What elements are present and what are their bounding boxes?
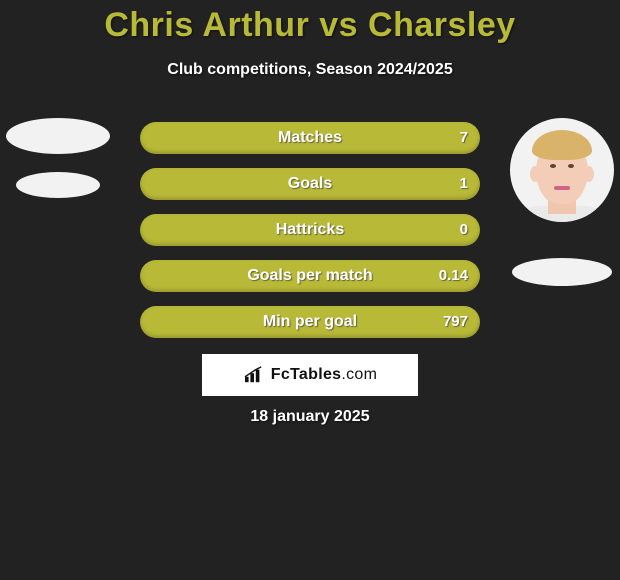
stat-row-goals: Goals 1 (140, 168, 480, 200)
stat-right-value: 797 (443, 306, 468, 338)
stat-right-value: 7 (460, 122, 468, 154)
stat-label: Goals (140, 168, 480, 200)
stat-right-value: 0.14 (439, 260, 468, 292)
brand-name: FcTables (271, 366, 342, 383)
club-badge-left (16, 172, 100, 198)
brand-text: FcTables.com (271, 366, 377, 384)
stat-row-gpm: Goals per match 0.14 (140, 260, 480, 292)
stats-panel: Matches 7 Goals 1 Hattricks 0 Goals per … (140, 122, 480, 352)
player-left (0, 118, 118, 198)
player-right (502, 118, 620, 286)
stat-label: Goals per match (140, 260, 480, 292)
stat-label: Hattricks (140, 214, 480, 246)
stat-row-mpg: Min per goal 797 (140, 306, 480, 338)
avatar-left (6, 118, 110, 154)
page-title: Chris Arthur vs Charsley (0, 0, 620, 45)
brand-suffix: .com (341, 366, 377, 383)
stat-right-value: 1 (460, 168, 468, 200)
page-subtitle: Club competitions, Season 2024/2025 (0, 61, 620, 79)
stat-row-matches: Matches 7 (140, 122, 480, 154)
brand-logo-icon (243, 366, 265, 384)
avatar-right (510, 118, 614, 222)
brand-badge[interactable]: FcTables.com (202, 354, 418, 396)
stat-right-value: 0 (460, 214, 468, 246)
club-badge-right (512, 258, 612, 286)
stat-label: Matches (140, 122, 480, 154)
stat-row-hattricks: Hattricks 0 (140, 214, 480, 246)
stat-label: Min per goal (140, 306, 480, 338)
avatar-face-icon (510, 118, 614, 222)
date-label: 18 january 2025 (0, 408, 620, 426)
